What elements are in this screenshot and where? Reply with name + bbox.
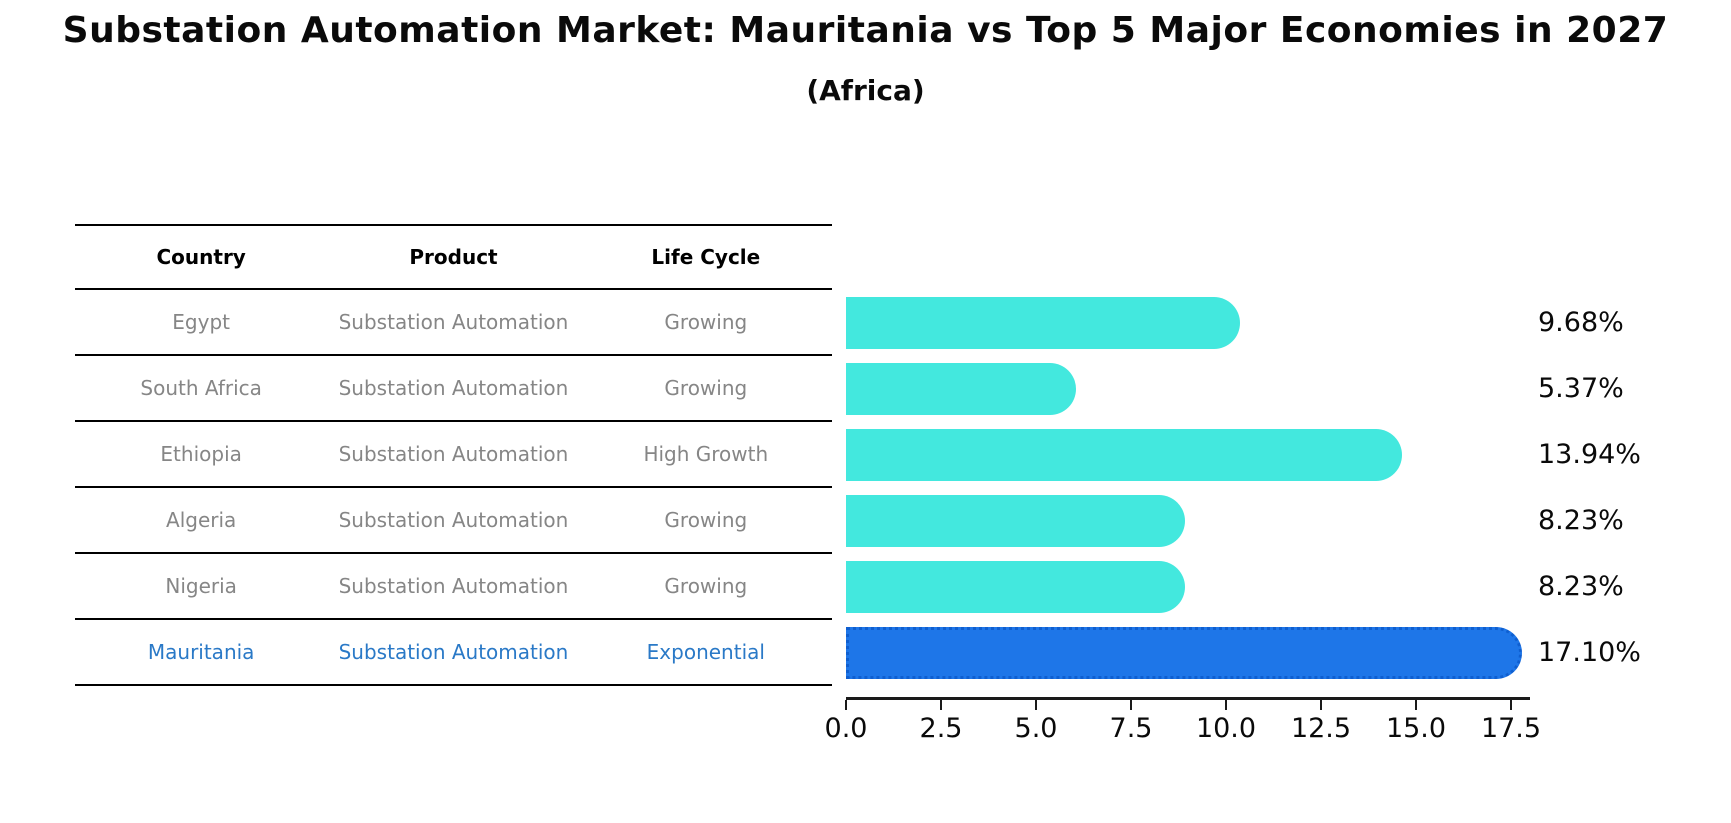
x-axis-tick-label: 17.5	[1480, 713, 1542, 744]
x-axis-tick	[1415, 700, 1417, 710]
x-axis-tick	[1225, 700, 1227, 710]
table-header-product: Product	[409, 245, 498, 269]
bar-value-label: 17.10%	[1538, 637, 1641, 668]
table-cell-life-cycle: Growing	[664, 508, 748, 532]
bar-algeria	[846, 495, 1185, 547]
bar-egypt	[846, 297, 1240, 349]
table-cell-product: Substation Automation	[338, 640, 569, 664]
x-axis-tick	[1035, 700, 1037, 710]
table-cell-product: Substation Automation	[338, 442, 569, 466]
x-axis-tick-label: 0.0	[824, 713, 868, 744]
bar-value-label: 5.37%	[1538, 373, 1624, 404]
table-row: Algeria Substation Automation Growing	[75, 488, 832, 554]
table-cell-life-cycle: High Growth	[643, 442, 769, 466]
x-axis-tick	[1130, 700, 1132, 710]
table-cell-product: Substation Automation	[338, 508, 569, 532]
bar-value-label: 8.23%	[1538, 505, 1624, 536]
table-cell-product: Substation Automation	[338, 376, 569, 400]
table-cell-country: Nigeria	[165, 574, 237, 598]
bar-nigeria	[846, 561, 1185, 613]
x-axis-tick	[1510, 700, 1512, 710]
table-cell-life-cycle: Growing	[664, 376, 748, 400]
table-cell-product: Substation Automation	[338, 310, 569, 334]
table-cell-life-cycle: Exponential	[646, 640, 765, 664]
table-row: Nigeria Substation Automation Growing	[75, 554, 832, 620]
table-cell-country: Algeria	[166, 508, 237, 532]
x-axis-tick-label: 5.0	[1014, 713, 1058, 744]
table-row: Mauritania Substation Automation Exponenti…	[75, 620, 832, 686]
x-axis-tick-label: 10.0	[1195, 713, 1257, 744]
table-header-country: Country	[156, 245, 246, 269]
x-axis-tick-label: 15.0	[1385, 713, 1447, 744]
table-header-row: Country Product Life Cycle	[75, 224, 832, 290]
country-table: Country Product Life Cycle Egypt Substati…	[75, 224, 832, 686]
bar-highlight-mauritania	[846, 627, 1522, 679]
table-cell-country: South Africa	[140, 376, 262, 400]
table-cell-life-cycle: Growing	[664, 574, 748, 598]
bar-ethiopia	[846, 429, 1402, 481]
x-axis-tick-label: 2.5	[919, 713, 963, 744]
table-row: Ethiopia Substation Automation High Growth	[75, 422, 832, 488]
table-cell-product: Substation Automation	[338, 574, 569, 598]
table-cell-country: Ethiopia	[160, 442, 242, 466]
x-axis-tick	[940, 700, 942, 710]
x-axis-line	[846, 697, 1530, 700]
table-header-life-cycle: Life Cycle	[651, 245, 761, 269]
table-cell-country: Mauritania	[147, 640, 255, 664]
chart-subtitle: (Africa)	[806, 74, 925, 107]
table-cell-country: Egypt	[172, 310, 231, 334]
x-axis-tick-label: 7.5	[1109, 713, 1153, 744]
table-row: South Africa Substation Automation Growing	[75, 356, 832, 422]
bar-value-label: 13.94%	[1538, 439, 1641, 470]
table-body: Egypt Substation Automation Growing South A…	[75, 290, 832, 686]
x-axis-tick-label: 12.5	[1290, 713, 1352, 744]
bar-value-label: 8.23%	[1538, 571, 1624, 602]
bar-value-label: 9.68%	[1538, 307, 1624, 338]
x-axis-tick	[1320, 700, 1322, 710]
chart-title: Substation Automation Market: Mauritania…	[62, 10, 1669, 51]
x-axis-tick	[845, 700, 847, 710]
bar-south-africa	[846, 363, 1077, 415]
table-cell-life-cycle: Growing	[664, 310, 748, 334]
table-row: Egypt Substation Automation Growing	[75, 290, 832, 356]
